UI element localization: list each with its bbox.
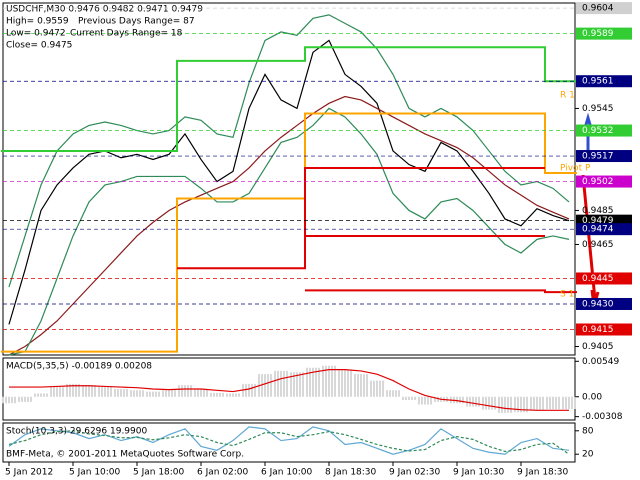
level-label: S 1 <box>560 289 574 299</box>
x-tick-label: 6 Jan 10:00 <box>261 468 313 478</box>
price-tag-label: 0.9445 <box>582 274 614 284</box>
panel-title: Stoch(10,3,3) 29.6296 19.9900 <box>6 427 147 437</box>
annotation: Low= 0.9472 <box>6 29 66 39</box>
level-line <box>1 112 577 353</box>
price-tag <box>576 124 632 137</box>
y-tick-label: 0.9405 <box>582 342 614 352</box>
level-line <box>305 289 577 294</box>
level-label: R 1 <box>560 90 575 100</box>
series-line <box>8 95 570 356</box>
price-tag <box>576 150 632 163</box>
level-line <box>177 166 545 270</box>
y-tick-label: 0.9545 <box>582 104 614 114</box>
series-line <box>8 14 570 288</box>
x-tick-label: 8 Jan 18:30 <box>325 468 377 478</box>
price-tag <box>576 2 632 15</box>
series-line <box>9 369 569 411</box>
y-tick-label: 0.00549 <box>582 357 619 367</box>
panel-title: MACD(5,35,5) -0.00189 0.00208 <box>6 362 152 372</box>
y-tick-label: 0.9465 <box>582 240 614 250</box>
price-tag-label: 0.9502 <box>582 177 614 187</box>
x-tick-label: 5 Jan 18:00 <box>133 468 185 478</box>
x-tick-label: 9 Jan 10:30 <box>453 468 505 478</box>
price-tag-label: 0.9474 <box>582 225 614 235</box>
price-tag-label: 0.9589 <box>582 29 614 39</box>
main-panel <box>2 2 576 356</box>
x-tick-label: 5 Jan 10:00 <box>69 468 121 478</box>
x-tick-label: 9 Jan 02:30 <box>389 468 441 478</box>
price-tag-label: 0.9604 <box>582 4 614 14</box>
level-line <box>1 46 577 152</box>
y-tick-label: 20 <box>582 450 594 460</box>
price-tag <box>576 223 632 236</box>
macd-panel <box>2 357 576 421</box>
price-tag <box>576 75 632 88</box>
annotation: High= 0.9559 <box>6 17 69 27</box>
annotation: Previous Days Range= 87 <box>78 17 195 27</box>
level-label: Pivot P <box>560 163 591 173</box>
x-tick-label: 5 Jan 2012 <box>5 468 53 478</box>
price-tag-label: 0.9415 <box>582 325 614 335</box>
annotation: Close= 0.9475 <box>6 41 72 51</box>
y-tick-label: 0.00 <box>582 392 602 402</box>
price-tag <box>576 323 632 336</box>
annotation: Current Days Range= 18 <box>70 29 183 39</box>
price-tag-label: 0.9517 <box>582 152 614 162</box>
price-tag <box>576 297 632 310</box>
x-tick-label: 6 Jan 02:00 <box>197 468 249 478</box>
x-tick-label: 9 Jan 18:30 <box>517 468 569 478</box>
panel-title: USDCHF,M30 0.9476 0.9482 0.9471 0.9479 <box>6 5 203 15</box>
price-tag-label: 0.9561 <box>582 77 614 87</box>
price-tag-label: 0.9430 <box>582 299 614 309</box>
price-tag <box>576 272 632 285</box>
y-tick-label: 80 <box>582 426 594 436</box>
price-tag-label: 0.9479 <box>582 216 614 226</box>
y-tick-label: -0.00308 <box>582 412 623 422</box>
series-line <box>8 107 570 356</box>
series-line <box>8 430 570 455</box>
stoch-panel <box>2 422 576 463</box>
price-tag <box>576 27 632 40</box>
copyright: BMF-Meta, © 2001-2011 MetaQuotes Softwar… <box>6 450 244 460</box>
price-tag-label: 0.9532 <box>582 126 614 136</box>
y-tick-label: 0.9485 <box>582 206 614 216</box>
price-tag <box>576 175 632 188</box>
plot-layer: 0.9405 0.9465 0.9485 0.9545 USDCHF,M30 0.947… <box>1 2 632 478</box>
